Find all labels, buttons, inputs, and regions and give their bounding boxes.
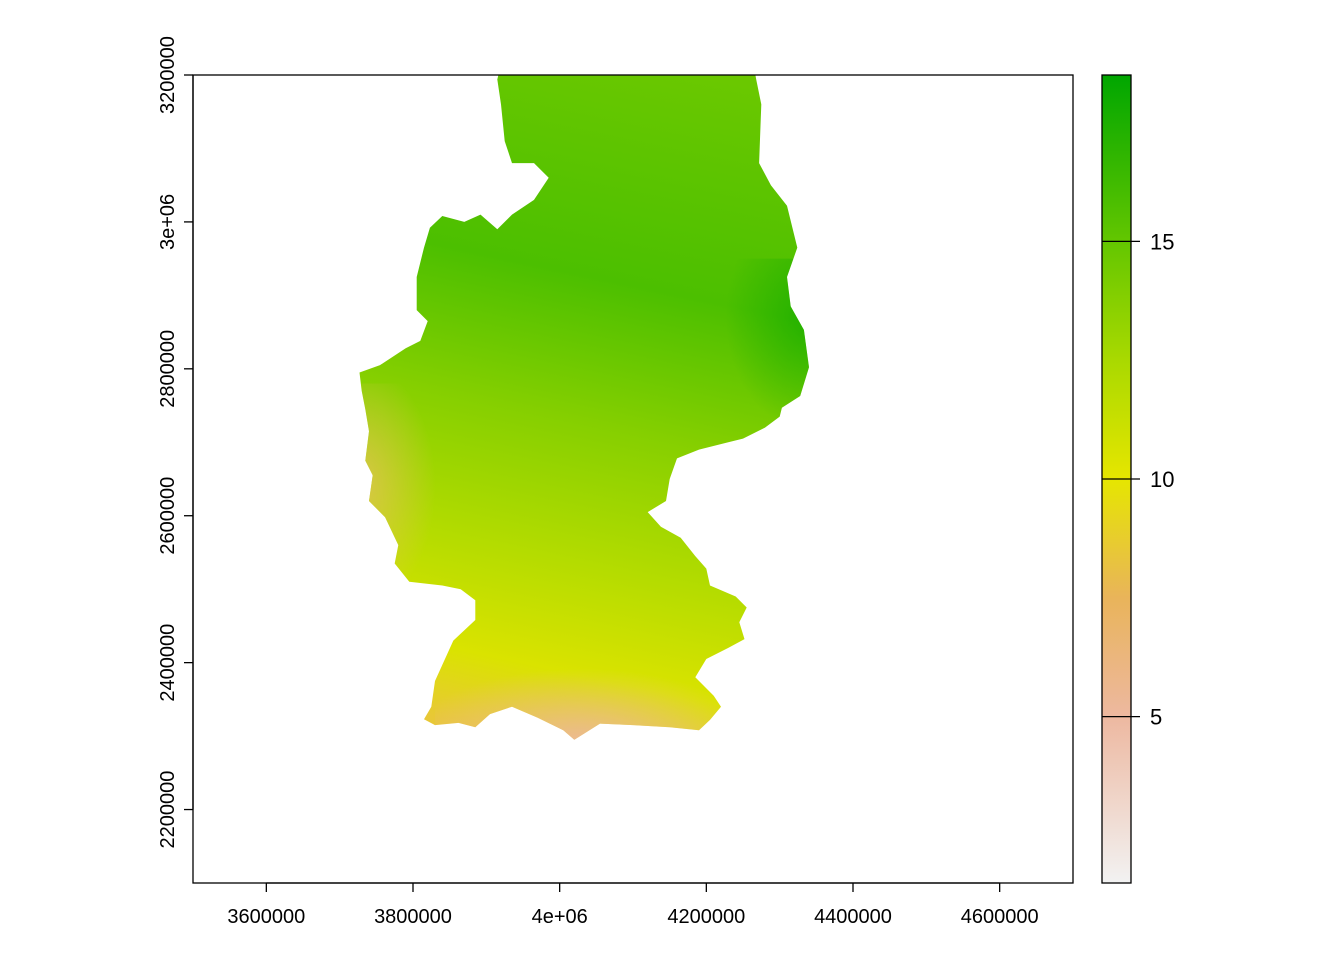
raster-region-low bbox=[435, 618, 729, 740]
x-tick-label: 4e+06 bbox=[532, 906, 588, 928]
y-tick-label: 2200000 bbox=[157, 771, 179, 849]
legend-tick-label: 5 bbox=[1150, 705, 1162, 730]
x-tick-label: 3600000 bbox=[227, 906, 305, 928]
raster-region-high bbox=[669, 258, 809, 450]
x-tick-label: 4400000 bbox=[814, 906, 892, 928]
x-axis: 3600000 3800000 4e+06 4200000 4400000 4600000 bbox=[227, 882, 1039, 928]
y-tick-label: 2600000 bbox=[157, 477, 179, 555]
y-tick-label: 2400000 bbox=[157, 624, 179, 702]
y-axis: 2200000 2400000 2600000 2800000 3e+06 3200000 bbox=[157, 36, 194, 849]
raster-layer bbox=[359, 75, 809, 740]
x-tick-label: 4200000 bbox=[667, 906, 745, 928]
color-legend: 5 10 15 bbox=[1101, 74, 1174, 884]
y-tick-label: 2800000 bbox=[157, 330, 179, 408]
legend-tick-label: 10 bbox=[1150, 467, 1174, 492]
legend-tick-label: 15 bbox=[1150, 229, 1174, 254]
x-tick-label: 4600000 bbox=[961, 906, 1039, 928]
y-tick-label: 3e+06 bbox=[157, 194, 179, 250]
y-tick-label: 3200000 bbox=[157, 36, 179, 114]
x-tick-label: 3800000 bbox=[374, 906, 452, 928]
raster-region-west bbox=[359, 383, 487, 590]
